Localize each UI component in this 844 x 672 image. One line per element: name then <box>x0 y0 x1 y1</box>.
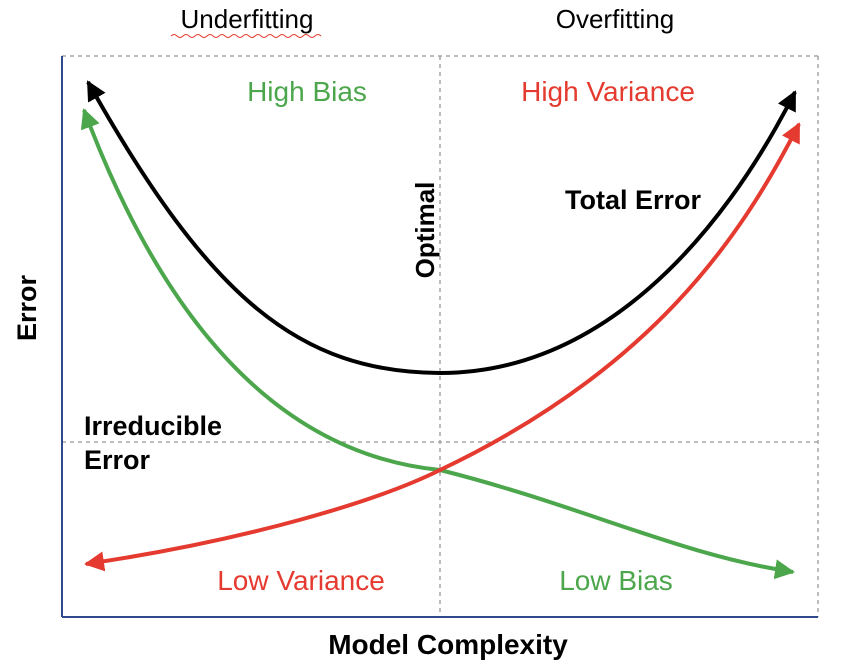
low-bias-label: Low Bias <box>559 565 673 596</box>
total-error-label: Total Error <box>565 185 702 215</box>
spellcheck-underline <box>170 34 322 38</box>
underfitting-label: Underfitting <box>181 4 314 34</box>
high-variance-label: High Variance <box>521 76 695 107</box>
x-axis-label: Model Complexity <box>328 629 568 660</box>
low-variance-label: Low Variance <box>217 565 385 596</box>
high-bias-label: High Bias <box>247 76 367 107</box>
overfitting-label: Overfitting <box>556 4 675 34</box>
irreducible-error-label-line1: Irreducible <box>84 411 222 441</box>
y-axis-label: Error <box>12 274 42 341</box>
optimal-label: Optimal <box>410 182 440 279</box>
bias-curve <box>80 108 795 580</box>
irreducible-error-label-line2: Error <box>84 445 151 475</box>
variance-curve <box>84 122 801 572</box>
total-error-curve <box>86 80 797 376</box>
